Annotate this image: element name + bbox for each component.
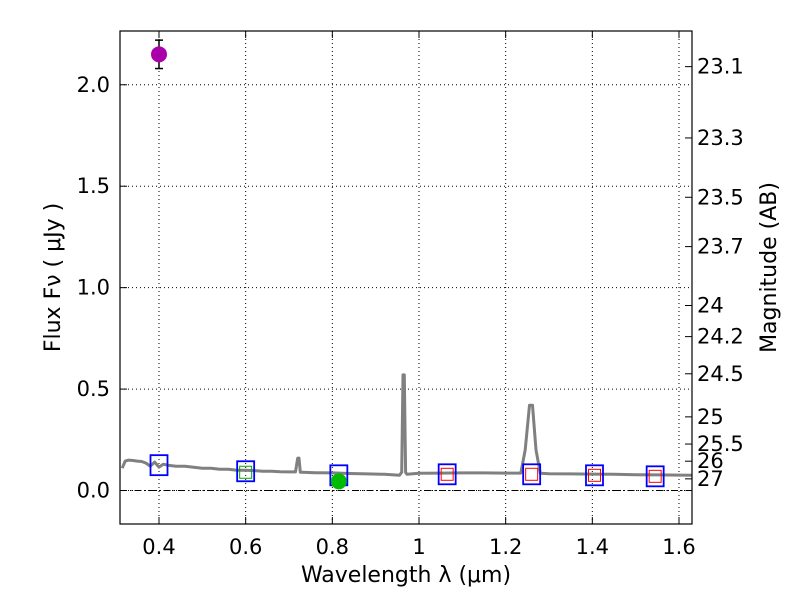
model-band-square bbox=[585, 464, 604, 487]
plot-frame bbox=[119, 30, 693, 525]
y2-tick-label: 25.5 bbox=[697, 432, 744, 456]
x-tick-label: 1 bbox=[412, 535, 425, 559]
faint-band-box bbox=[525, 467, 539, 481]
y2-tick-label: 27 bbox=[697, 467, 724, 491]
faint-band-box bbox=[239, 465, 253, 479]
y2-tick-label: 24.5 bbox=[697, 362, 744, 386]
y2-tick-label: 25 bbox=[697, 405, 724, 429]
axis-ticks: 0.4 0.6 0.8 1 1.2 1.4 1.6 0.0 0.5 1.0 1.5 2.0 23.1 23… bbox=[77, 31, 744, 559]
x-tick-label: 1.4 bbox=[576, 535, 609, 559]
x-tick-label: 0.6 bbox=[229, 535, 262, 559]
y-tick-label: 1.5 bbox=[77, 174, 110, 198]
y2-tick-label: 23.7 bbox=[697, 235, 744, 259]
y2-tick-label: 23.3 bbox=[697, 126, 744, 150]
x-tick-label: 0.8 bbox=[316, 535, 349, 559]
y2-tick-label: 24.2 bbox=[697, 325, 744, 349]
model-band-square bbox=[645, 465, 665, 488]
data-marks bbox=[149, 39, 665, 490]
x-tick-label: 1.6 bbox=[662, 535, 695, 559]
x-tick-label: 0.4 bbox=[142, 535, 175, 559]
model-band-square bbox=[236, 460, 256, 483]
faint-band-box bbox=[440, 467, 454, 481]
y-tick-label: 1.0 bbox=[77, 276, 110, 300]
y2-tick-label: 26 bbox=[697, 449, 724, 473]
x-axis-title: Wavelength λ (μm) bbox=[301, 563, 511, 588]
x-tick-label: 1.2 bbox=[489, 535, 522, 559]
model-band-square bbox=[522, 463, 542, 486]
model-spectrum-line bbox=[120, 373, 693, 477]
y-tick-label: 2.0 bbox=[77, 73, 110, 97]
y2-axis-title: Magnitude (AB) bbox=[757, 182, 782, 353]
observation-point bbox=[330, 473, 347, 490]
y-axis-title: Flux Fν ( μJy ) bbox=[41, 203, 66, 352]
faint-band-box bbox=[588, 468, 601, 482]
y2-tick-label: 23.5 bbox=[697, 185, 744, 209]
model-band-square bbox=[437, 463, 457, 486]
faint-band-box bbox=[648, 469, 662, 483]
grid bbox=[120, 31, 692, 524]
model-band-square bbox=[149, 454, 169, 477]
y2-tick-label: 24 bbox=[697, 293, 724, 317]
y-tick-label: 0.0 bbox=[77, 479, 110, 503]
y2-tick-label: 23.1 bbox=[697, 55, 744, 79]
observation-point bbox=[151, 46, 167, 63]
y-tick-label: 0.5 bbox=[77, 377, 110, 401]
